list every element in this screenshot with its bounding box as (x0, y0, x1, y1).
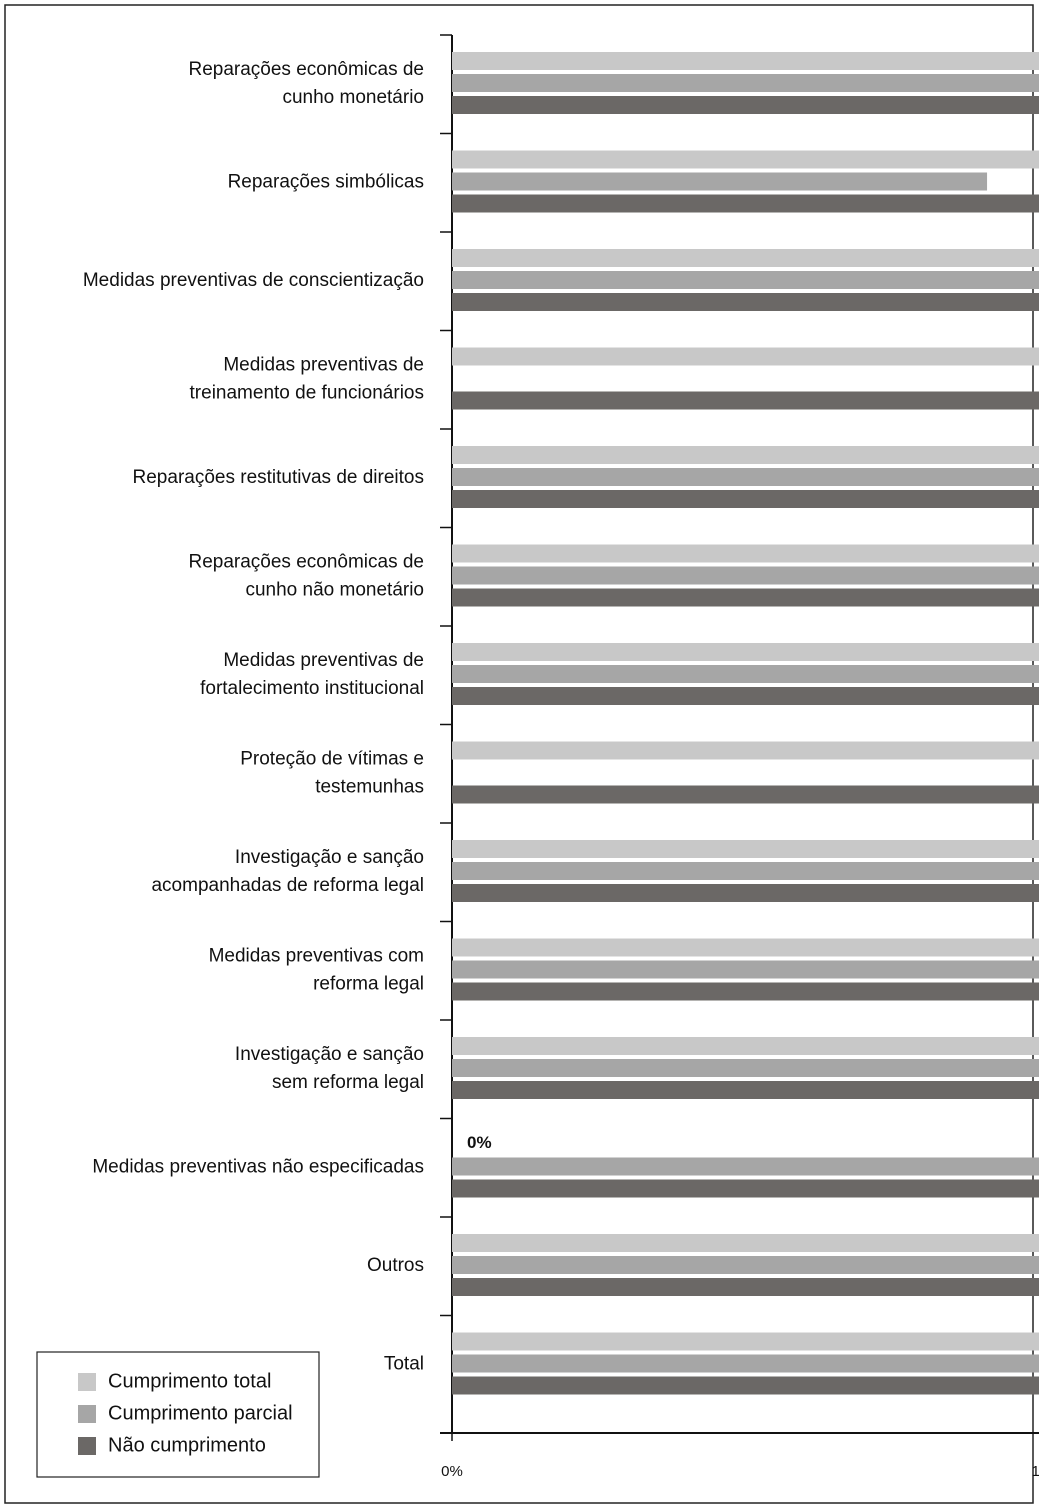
bar (452, 884, 1039, 902)
legend-label: Não cumprimento (108, 1434, 266, 1456)
bar (452, 52, 1039, 70)
bar (452, 1081, 1039, 1099)
legend-swatch (78, 1405, 96, 1423)
bar (452, 347, 1039, 366)
bar (452, 1059, 1039, 1077)
category-label: Total (384, 1354, 424, 1375)
bar (452, 1037, 1039, 1055)
category-label: Medidas preventivas de conscientização (83, 270, 424, 291)
bar (452, 1278, 1039, 1296)
category-label: sem reforma legal (272, 1072, 424, 1093)
bar (452, 150, 1039, 169)
category-label: reforma legal (313, 974, 424, 995)
bar (452, 960, 1039, 979)
bar (452, 588, 1039, 607)
bar (452, 982, 1039, 1001)
legend-swatch (78, 1437, 96, 1455)
category-label: Proteção de vítimas e (240, 749, 424, 770)
category-label: fortalecimento institucional (200, 678, 424, 699)
category-label: treinamento de funcionários (190, 383, 424, 404)
category-label: Investigação e sanção (235, 1044, 424, 1065)
bar (452, 194, 1039, 213)
bar (452, 1179, 1039, 1198)
bar (452, 468, 1039, 486)
bar (452, 1256, 1039, 1274)
bar (452, 665, 1039, 683)
value-label: 0% (467, 1133, 492, 1152)
bar (452, 643, 1039, 661)
bar (452, 741, 1039, 760)
bar (452, 566, 1039, 585)
legend-label: Cumprimento parcial (108, 1402, 293, 1424)
category-label: cunho monetário (282, 87, 424, 108)
bar (452, 785, 1039, 804)
category-label: Reparações restitutivas de direitos (133, 467, 424, 488)
category-label: Medidas preventivas com (209, 946, 424, 967)
bar (452, 840, 1039, 858)
bar (452, 96, 1039, 114)
bar (452, 293, 1039, 311)
bar (452, 249, 1039, 267)
bar (452, 544, 1039, 563)
category-label: Medidas preventivas não especificadas (92, 1157, 424, 1178)
category-label: Reparações econômicas de (188, 59, 424, 80)
category-label: Investigação e sanção (235, 847, 424, 868)
bar (452, 1234, 1039, 1252)
category-label: testemunhas (315, 777, 424, 798)
category-label: acompanhadas de reforma legal (151, 875, 424, 896)
bar (452, 1354, 1039, 1373)
bar (452, 862, 1039, 880)
category-label: Medidas preventivas de (223, 355, 424, 376)
category-label: Reparações econômicas de (188, 552, 424, 573)
bar (452, 391, 1039, 410)
bar (452, 938, 1039, 957)
bar (452, 74, 1039, 92)
bar (452, 1157, 1039, 1176)
x-tick-label: 10% (1031, 1463, 1039, 1480)
bar (452, 1332, 1039, 1351)
bar (452, 490, 1039, 508)
x-tick-label: 0% (441, 1463, 463, 1480)
bar (452, 1376, 1039, 1395)
bar (452, 687, 1039, 705)
category-label: cunho não monetário (245, 580, 424, 601)
bar (452, 271, 1039, 289)
legend-label: Cumprimento total (108, 1370, 271, 1392)
bar (452, 446, 1039, 464)
category-label: Outros (367, 1255, 424, 1276)
category-label: Reparações simbólicas (228, 172, 424, 193)
bar (452, 172, 988, 191)
category-label: Medidas preventivas de (223, 650, 424, 671)
legend-swatch (78, 1373, 96, 1391)
